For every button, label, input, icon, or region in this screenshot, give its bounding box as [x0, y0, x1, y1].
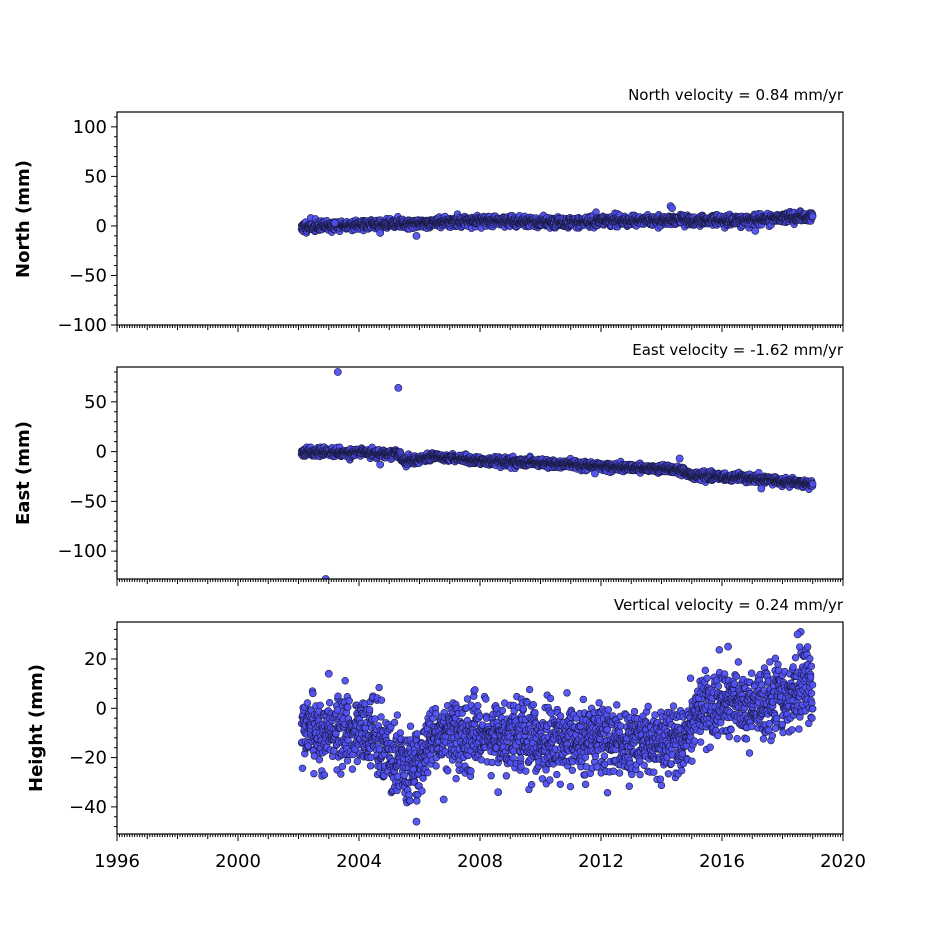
outlier-point [751, 226, 760, 235]
panel-north-title: North velocity = 0.84 mm/yr [628, 86, 844, 104]
y-tick-label: 100 [73, 117, 107, 138]
outlier-point [412, 231, 421, 240]
outlier-point [330, 219, 339, 227]
outlier-point [394, 383, 403, 392]
panel-east-ylabel: East (mm) [13, 421, 34, 525]
outlier-point [591, 469, 599, 478]
y-tick-label: 0 [96, 442, 107, 463]
y-tick-label: −50 [69, 491, 107, 512]
y-tick-label: 50 [84, 166, 107, 187]
data-point [809, 480, 817, 488]
outlier-point [757, 484, 766, 493]
outlier-point [376, 228, 385, 237]
outlier-point [668, 204, 676, 212]
panel-north-points [297, 202, 817, 240]
panel-east-title: East velocity = -1.62 mm/yr [632, 341, 844, 359]
panel-north-ylabel: North (mm) [13, 160, 34, 278]
panel-north: North velocity = 0.84 mm/yr North (mm) −… [13, 86, 844, 336]
data-point [809, 212, 817, 220]
panel-east-points [297, 368, 817, 579]
y-tick-label: 0 [96, 216, 107, 237]
y-tick-label: −50 [69, 265, 107, 286]
panel-east: East velocity = -1.62 mm/yr East (mm) −1… [13, 341, 844, 586]
outlier-point [675, 454, 684, 463]
y-tick-label: −100 [58, 541, 107, 562]
panel-north-axes: −100 −50 0 50 100 [58, 116, 844, 336]
y-tick-label: 50 [84, 392, 107, 413]
y-tick-label: −100 [58, 315, 107, 336]
outlier-point [333, 368, 342, 376]
outlier-point [376, 460, 385, 469]
